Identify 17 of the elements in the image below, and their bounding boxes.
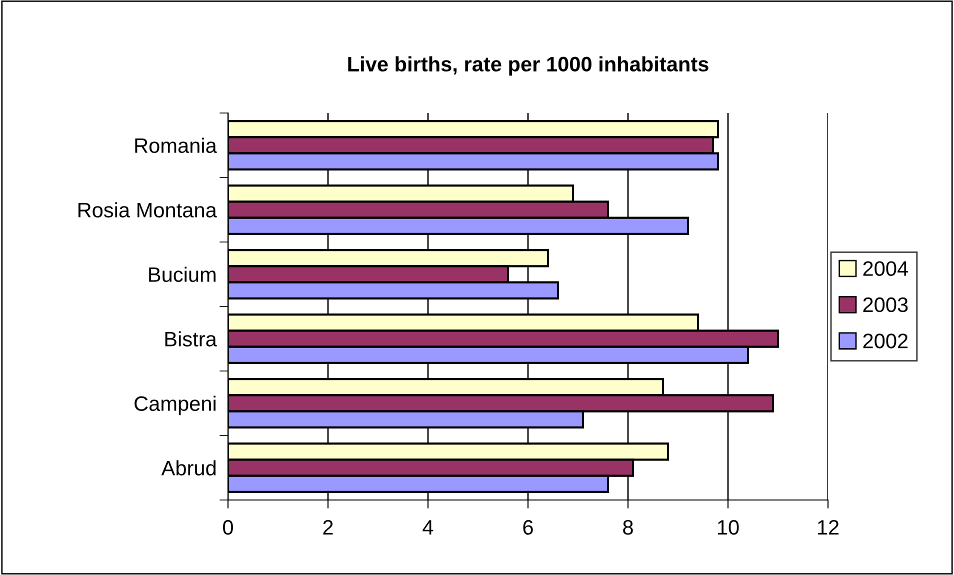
legend-label: 2004 bbox=[863, 261, 908, 276]
y-tick-label: Rosia Montana bbox=[78, 202, 217, 218]
y-tick-label: Romania bbox=[135, 138, 217, 154]
x-tick-label: 2 bbox=[323, 520, 333, 535]
y-tick-label: Abrud bbox=[161, 460, 216, 476]
x-tick-label: 12 bbox=[818, 520, 839, 535]
legend-label: 2003 bbox=[863, 297, 908, 312]
y-tick-label: Bucium bbox=[149, 266, 216, 282]
x-tick-label: 4 bbox=[422, 520, 434, 535]
legend-label: 2002 bbox=[863, 334, 908, 348]
x-tick-label: 0 bbox=[223, 520, 233, 535]
chart-title: Live births, rate per 1000 inhabitants bbox=[348, 56, 708, 76]
x-tick-label: 6 bbox=[523, 520, 533, 535]
y-tick-label: Bistra bbox=[165, 331, 217, 347]
x-tick-label: 10 bbox=[718, 520, 739, 535]
y-tick-label: Campeni bbox=[134, 396, 216, 416]
x-tick-label: 8 bbox=[623, 520, 633, 535]
